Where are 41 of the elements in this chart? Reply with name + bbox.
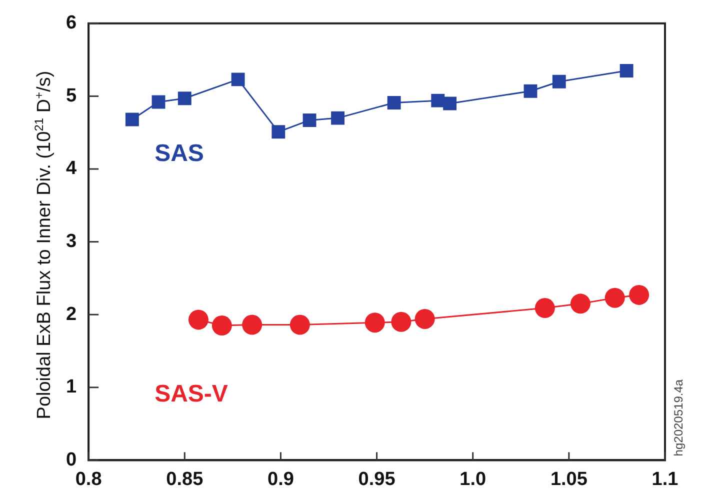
y-tick-label: 0 — [66, 449, 77, 470]
y-tick-label: 5 — [66, 85, 77, 106]
x-tick-label: 0.8 — [75, 468, 102, 490]
y-tick-label: 1 — [66, 376, 77, 398]
point — [331, 111, 344, 125]
y-tick-label: 6 — [66, 12, 77, 34]
point — [524, 84, 538, 98]
point — [212, 316, 232, 336]
point — [364, 312, 385, 333]
point — [552, 74, 566, 88]
text: hg2020519.4a — [671, 379, 686, 456]
series-label: SAS — [154, 140, 204, 168]
x-tick-label: 1.05 — [550, 468, 588, 490]
y-tick-label: 3 — [66, 231, 77, 252]
point — [231, 72, 245, 86]
series-label: SAS-V — [154, 380, 228, 408]
x-tick-label: 0.9 — [268, 468, 294, 490]
point — [431, 94, 445, 108]
point — [242, 314, 262, 335]
point — [290, 314, 310, 335]
point — [302, 114, 316, 127]
point — [178, 92, 192, 106]
point — [629, 284, 650, 305]
x-tick-label: 0.85 — [166, 468, 204, 490]
y-tick-label: 4 — [66, 158, 77, 180]
point — [188, 310, 208, 330]
point — [125, 112, 139, 126]
x-tick-label: 1.0 — [460, 468, 486, 490]
x-tick-label: 0.95 — [358, 468, 396, 490]
point — [620, 64, 634, 78]
point — [272, 125, 286, 139]
point — [534, 298, 555, 318]
point — [604, 288, 625, 308]
point — [387, 96, 401, 110]
x-tick-label: 1.1 — [652, 468, 679, 490]
point — [443, 96, 457, 110]
point — [152, 95, 166, 109]
point — [414, 308, 435, 329]
point — [391, 312, 412, 332]
y-tick-label: 2 — [66, 304, 77, 325]
point — [570, 294, 590, 314]
